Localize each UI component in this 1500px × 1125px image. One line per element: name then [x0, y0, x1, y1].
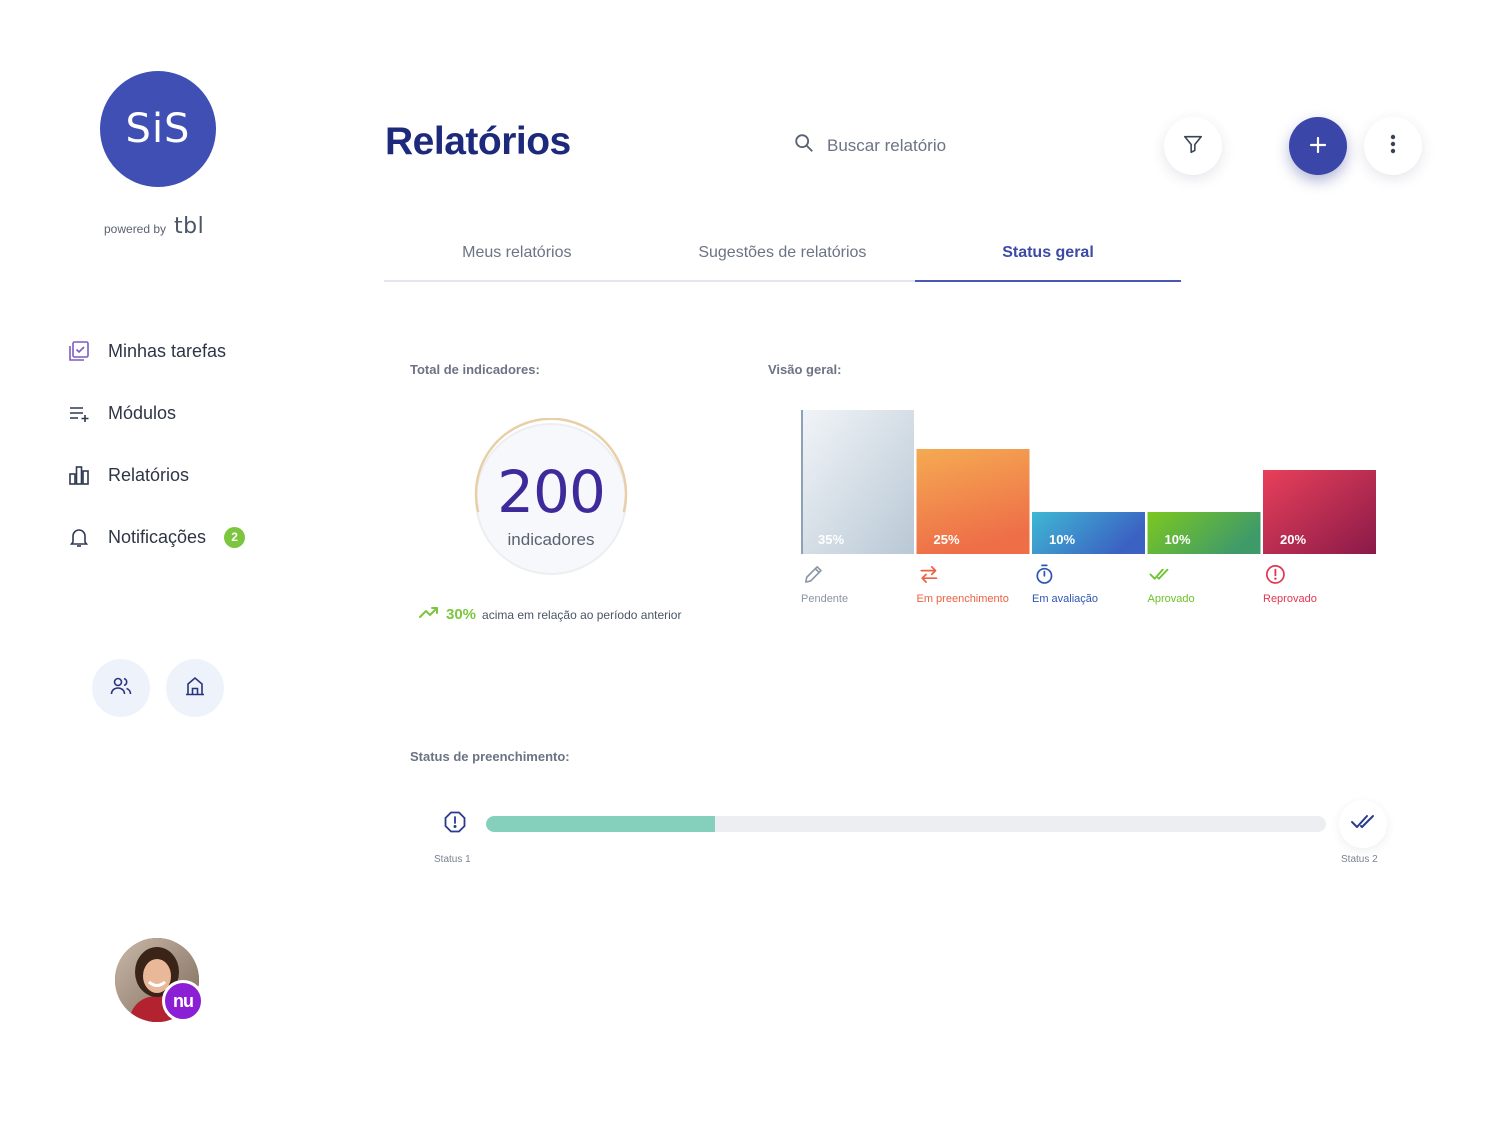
bar-value-label: 35% [818, 532, 844, 547]
tbl-logo: tbl [174, 214, 205, 239]
bell-icon [66, 524, 92, 550]
indicators-unit: indicadores [507, 530, 595, 549]
trend-percent: 30% [446, 606, 477, 623]
status-2-marker[interactable] [1339, 800, 1387, 848]
bar-2[interactable] [1032, 512, 1145, 554]
bar-value-label: 10% [1049, 532, 1075, 547]
overview-bar-chart: 35% 25% 10% 10% 20% Pendente Em preenchimento… [801, 410, 1376, 605]
sidebar-item-label: Relatórios [108, 464, 190, 485]
fill-status-label: Status de preenchimento: [410, 749, 570, 764]
powered-by: powered by tbl [104, 214, 204, 239]
tab-report-suggestions[interactable]: Sugestões de relatórios [698, 244, 867, 261]
fill-status-progress: Status 1 Status 2 [430, 800, 1400, 880]
sidebar-item-label: Minhas tarefas [108, 340, 227, 361]
sidebar-item-tasks[interactable]: Minhas tarefas [66, 332, 245, 370]
category-label: Aprovado [1148, 593, 1195, 605]
double-check-icon [1350, 813, 1376, 836]
sidebar-item-notifications[interactable]: Notificações 2 [66, 518, 246, 556]
alert-octagon-icon [443, 810, 467, 839]
search-input[interactable] [827, 135, 1087, 156]
sidebar-item-label: Módulos [108, 402, 177, 423]
filter-button[interactable] [1164, 117, 1222, 175]
home-icon [183, 674, 207, 703]
timer-icon [1036, 564, 1053, 584]
plus-icon [1308, 129, 1328, 163]
status-2-label: Status 2 [1341, 854, 1378, 865]
report-tabs: Meus relatórios Sugestões de relatórios … [384, 236, 1181, 282]
more-options-button[interactable] [1364, 117, 1422, 175]
bar-value-label: 25% [934, 532, 960, 547]
bar-1[interactable] [916, 449, 1030, 554]
status-1-marker[interactable] [431, 800, 479, 848]
bar-3[interactable] [1147, 512, 1261, 554]
status-1-label: Status 1 [434, 854, 471, 865]
total-indicators-label: Total de indicadores: [410, 362, 540, 377]
add-report-button[interactable] [1289, 117, 1347, 175]
powered-by-text: powered by [104, 222, 167, 236]
bar-0-edge [801, 410, 803, 554]
sidebar-nav: Minhas tarefas Módulos Relatórios N [66, 332, 246, 580]
category-label: Em avaliação [1032, 593, 1098, 605]
swap-icon [920, 565, 938, 583]
progress-fill [486, 816, 716, 832]
search-bar [793, 132, 1087, 159]
bar-0[interactable] [801, 410, 914, 554]
user-avatar[interactable] [115, 938, 199, 1022]
page-title: Relatórios [385, 120, 571, 163]
trend-indicator: 30% acima em relação ao período anterior [418, 604, 681, 625]
category-label: Pendente [801, 593, 848, 605]
progress-track [486, 816, 1326, 832]
double-check-icon [1149, 568, 1169, 580]
sis-logo[interactable]: SiS [100, 71, 216, 187]
tasks-icon [66, 338, 92, 364]
sidebar-item-reports[interactable]: Relatórios [66, 456, 245, 494]
category-label: Reprovado [1263, 593, 1317, 605]
tab-general-status[interactable]: Status geral [915, 236, 1181, 282]
bar-4[interactable] [1263, 470, 1376, 554]
company-badge: nu [162, 980, 204, 1022]
users-icon [109, 674, 133, 703]
playlist-add-icon [66, 400, 92, 426]
bar-chart-icon [66, 462, 92, 488]
pencil-icon [804, 565, 822, 583]
search-icon [793, 132, 815, 159]
alert-circle-icon [1265, 564, 1285, 584]
indicators-gauge [474, 418, 628, 575]
bar-value-label: 10% [1165, 532, 1191, 547]
indicators-total-value: 200 [497, 458, 606, 526]
sidebar-item-label: Notificações [108, 526, 207, 547]
overview-label: Visão geral: [768, 362, 842, 377]
users-button[interactable] [92, 659, 150, 717]
sidebar-item-modules[interactable]: Módulos [66, 394, 245, 432]
trend-description: acima em relação ao período anterior [482, 607, 682, 622]
trending-up-icon [418, 604, 440, 625]
tab-my-reports[interactable]: Meus relatórios [462, 244, 572, 261]
category-label: Em preenchimento [917, 593, 1009, 605]
home-button[interactable] [166, 659, 224, 717]
more-vertical-icon [1390, 134, 1396, 159]
bar-value-label: 20% [1280, 532, 1306, 547]
filter-icon [1182, 133, 1204, 160]
notification-count-badge: 2 [224, 526, 246, 548]
